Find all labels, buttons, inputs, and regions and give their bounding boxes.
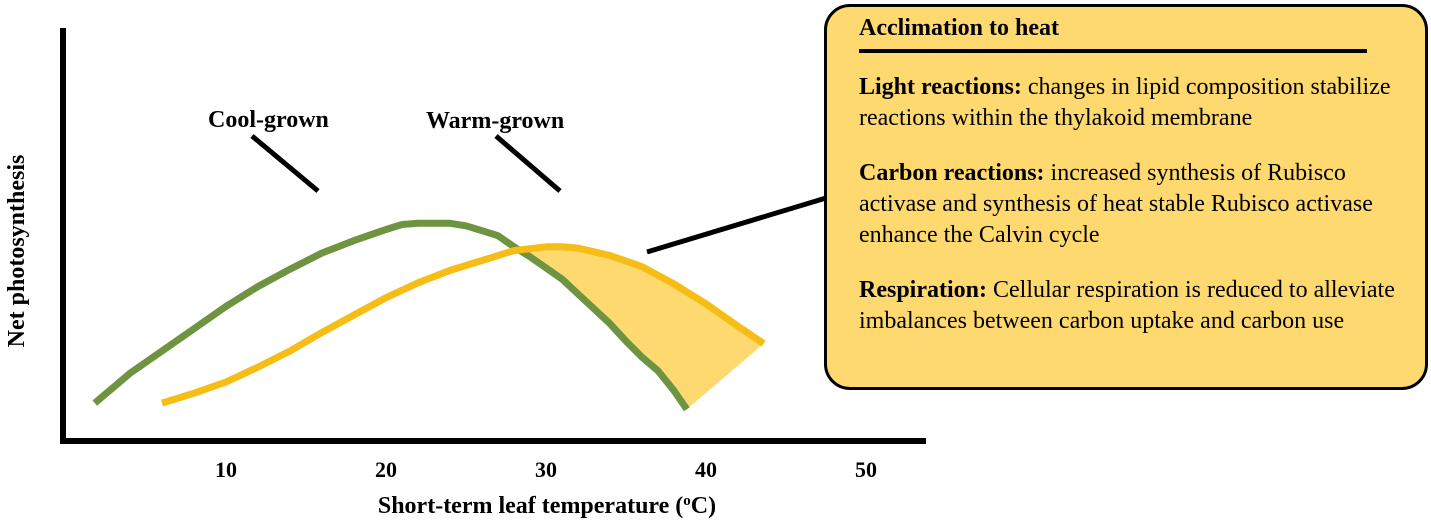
carbon-reactions-section: Carbon reactions: increased synthesis of… <box>859 158 1399 251</box>
x-tick-label-40: 40 <box>695 457 717 482</box>
light-reactions-section: Light reactions: changes in lipid compos… <box>859 72 1399 134</box>
respiration-text: Cellular respiration is reduced to allev… <box>859 277 1395 334</box>
respiration-section: Respiration: Cellular respiration is red… <box>859 275 1399 337</box>
cool-grown-leader-line <box>250 134 320 193</box>
y-axis-title: Net photosynthesis <box>4 155 30 348</box>
warm-grown-curve <box>160 243 766 407</box>
x-axis-title: Short-term leaf temperature (oC) <box>378 493 716 519</box>
cool-grown-curve <box>92 219 690 412</box>
info-box-title: Acclimation to heat <box>859 15 1367 53</box>
acclimation-region <box>526 246 764 410</box>
acclimation-info-box: Acclimation to heat Light reactions: cha… <box>824 4 1428 390</box>
callout-leader-line <box>646 195 827 255</box>
x-tick-labels: 10 20 30 40 50 <box>215 457 877 482</box>
light-reactions-text: changes in lipid composition stabilize r… <box>859 74 1391 131</box>
x-tick-label-10: 10 <box>215 457 237 482</box>
carbon-reactions-text: increased synthesis of Rubisco activase … <box>859 160 1373 248</box>
x-tick-label-20: 20 <box>375 457 397 482</box>
x-tick-label-50: 50 <box>855 457 877 482</box>
warm-grown-label: Warm-grown <box>426 108 564 134</box>
light-reactions-lead: Light reactions: <box>859 74 1022 100</box>
carbon-reactions-lead: Carbon reactions: <box>859 160 1045 186</box>
cool-grown-label: Cool-grown <box>208 107 329 133</box>
x-tick-label-30: 30 <box>535 457 557 482</box>
respiration-lead: Respiration: <box>859 277 987 303</box>
warm-grown-leader-line <box>494 134 562 193</box>
